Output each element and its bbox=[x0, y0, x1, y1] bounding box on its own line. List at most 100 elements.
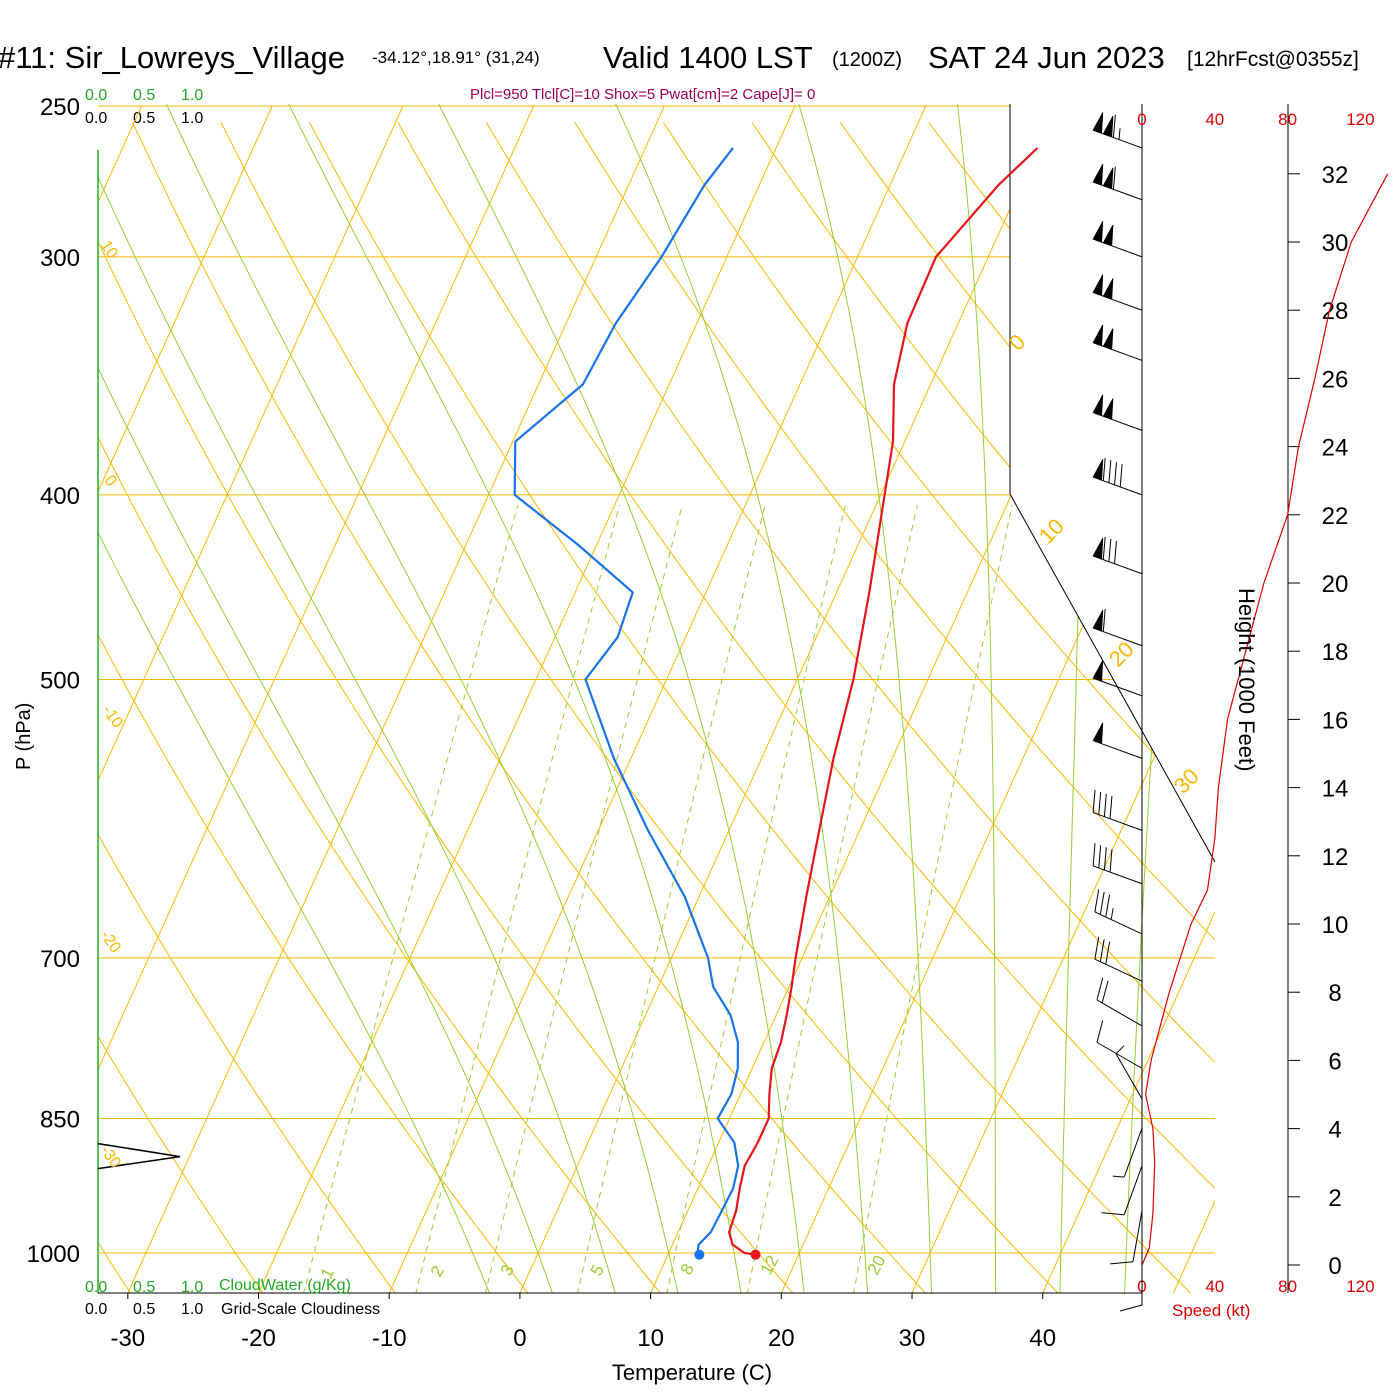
height-tick-label: 4 bbox=[1328, 1117, 1341, 1144]
mixing-ratio-label: 2 bbox=[427, 1263, 448, 1280]
speed-tick-label-top: 40 bbox=[1205, 110, 1224, 129]
wind-barb bbox=[1096, 1020, 1143, 1069]
isotherm-label: 30 bbox=[1169, 764, 1204, 799]
height-tick-label: 16 bbox=[1322, 707, 1349, 734]
wind-barb bbox=[1092, 608, 1143, 647]
speed-tick-label-bottom: 80 bbox=[1278, 1277, 1297, 1296]
wind-barb bbox=[1101, 1165, 1143, 1216]
pressure-tick-label: 500 bbox=[40, 668, 80, 695]
height-tick-label: 22 bbox=[1322, 503, 1349, 530]
dry-adiabat bbox=[220, 122, 1070, 1293]
wind-barb bbox=[1094, 936, 1143, 982]
temperature-tick-label: -20 bbox=[241, 1325, 276, 1352]
moist-adiabat bbox=[98, 104, 620, 1293]
wind-barb bbox=[1092, 221, 1143, 258]
cw-bot-1: 0.5 bbox=[133, 1279, 155, 1296]
cloudiness-label: Grid-Scale Cloudiness bbox=[221, 1301, 380, 1318]
isotherm bbox=[1036, 105, 1215, 1293]
speed-tick-label-bottom: 120 bbox=[1346, 1277, 1374, 1296]
mixing-ratio-label: 3 bbox=[497, 1262, 518, 1279]
mixing-ratio-line bbox=[482, 505, 683, 1293]
isotherm bbox=[98, 105, 404, 1293]
mixing-ratio-label: 8 bbox=[677, 1261, 698, 1278]
height-tick-label: 26 bbox=[1322, 366, 1349, 393]
wind-barb bbox=[1092, 164, 1143, 201]
isotherm-label: 10 bbox=[1034, 514, 1069, 549]
sounding-profiles bbox=[513, 147, 1039, 1260]
pressure-tick-label: 850 bbox=[40, 1107, 80, 1134]
utc-time: (1200Z) bbox=[832, 49, 902, 71]
speed-axis-title: Speed (kt) bbox=[1172, 1301, 1250, 1320]
temperature-axis: -30 -20 -10 0 10 20 30 40 bbox=[110, 1293, 1056, 1352]
pressure-tick-label: 1000 bbox=[27, 1241, 80, 1268]
isotherm-label: 0 bbox=[1004, 329, 1030, 355]
dry-adiabat-label: 10 bbox=[97, 238, 121, 262]
station-coords: -34.12°,18.91° (31,24) bbox=[372, 48, 540, 67]
mixing-ratio-label: 5 bbox=[587, 1262, 608, 1279]
wind-barb bbox=[1110, 1210, 1143, 1265]
temperature-tick-label: 0 bbox=[513, 1325, 526, 1352]
isotherm bbox=[98, 105, 535, 1293]
forecast-run: [12hrFcst@0355z] bbox=[1187, 48, 1359, 71]
cloudwater-label: CloudWater (g/Kg) bbox=[219, 1277, 351, 1294]
indices-line: Plcl=950 Tlcl[C]=10 Shox=5 Pwat[cm]=2 Ca… bbox=[470, 86, 815, 103]
dry-adiabat bbox=[574, 122, 1215, 1293]
cloudiness-marker bbox=[97, 1142, 181, 1170]
height-tick-label: 20 bbox=[1322, 571, 1349, 598]
dry-adiabat-label: -20 bbox=[97, 928, 124, 957]
temperature-tick-label: -30 bbox=[110, 1325, 145, 1352]
height-tick-label: 10 bbox=[1322, 912, 1349, 939]
mixing-ratio-line bbox=[574, 505, 766, 1293]
wind-barb bbox=[1092, 112, 1143, 149]
isotherm bbox=[121, 105, 665, 1293]
cloudwater-scale-top: 0.0 0.5 1.0 0.0 0.5 1.0 bbox=[85, 87, 203, 127]
cloudwater-scale-bottom: 0.0 0.5 1.0 CloudWater (g/Kg) 0.0 0.5 1.… bbox=[85, 1277, 380, 1318]
dewpoint-line bbox=[513, 147, 740, 1256]
height-tick-label: 30 bbox=[1322, 230, 1349, 257]
cc-top-1: 0.5 bbox=[133, 110, 155, 127]
moist-adiabat bbox=[346, 104, 806, 1293]
speed-tick-label-top: 80 bbox=[1278, 110, 1297, 129]
wind-barb bbox=[1094, 889, 1143, 935]
cc-top-0: 0.0 bbox=[85, 110, 107, 127]
dry-adiabat bbox=[132, 122, 937, 1293]
temperature-line bbox=[727, 147, 1039, 1256]
height-tick-label: 2 bbox=[1328, 1185, 1341, 1212]
isotherm bbox=[0, 106, 11, 1305]
wind-barb bbox=[1092, 536, 1143, 575]
mixing-ratio-line bbox=[744, 505, 918, 1293]
dry-adiabat bbox=[839, 122, 1215, 1293]
cc-bot-2: 1.0 bbox=[181, 1301, 203, 1318]
height-tick-label: 0 bbox=[1328, 1253, 1341, 1280]
pressure-axis-title: P (hPa) bbox=[13, 703, 35, 770]
isotherm bbox=[98, 105, 273, 1293]
forecast-date: SAT 24 Jun 2023 bbox=[928, 40, 1165, 75]
temperature-tick-label: 10 bbox=[637, 1325, 664, 1352]
isotherm-label: 20 bbox=[1104, 637, 1139, 672]
wind-barb bbox=[1092, 324, 1143, 361]
dry-adiabat bbox=[662, 122, 1215, 1293]
cc-bot-0: 0.0 bbox=[85, 1301, 107, 1318]
thermo-grid bbox=[0, 104, 1400, 1305]
moist-adiabat bbox=[98, 104, 682, 1293]
mixing-ratio-line bbox=[412, 505, 620, 1293]
moist-adiabat bbox=[929, 104, 997, 1293]
dry-adiabat bbox=[309, 122, 1204, 1293]
cc-top-2: 1.0 bbox=[181, 110, 203, 127]
wind-speed-line bbox=[1141, 173, 1389, 1266]
mixing-ratio-line bbox=[299, 505, 519, 1293]
temperature-tick-label: 30 bbox=[899, 1325, 926, 1352]
height-tick-label: 24 bbox=[1322, 435, 1349, 462]
cw-top-2: 1.0 bbox=[181, 87, 203, 104]
temperature-tick-label: 40 bbox=[1029, 1325, 1056, 1352]
height-tick-label: 6 bbox=[1328, 1048, 1341, 1075]
isotherm bbox=[383, 105, 927, 1293]
moist-adiabat bbox=[527, 104, 869, 1293]
dry-adiabat bbox=[1371, 122, 1400, 1305]
cw-top-1: 0.5 bbox=[133, 87, 155, 104]
surface-temperature-point bbox=[750, 1249, 761, 1260]
dry-adiabat bbox=[397, 122, 1215, 1293]
wind-barb bbox=[1092, 722, 1143, 759]
mixing-ratio-line bbox=[663, 505, 846, 1293]
